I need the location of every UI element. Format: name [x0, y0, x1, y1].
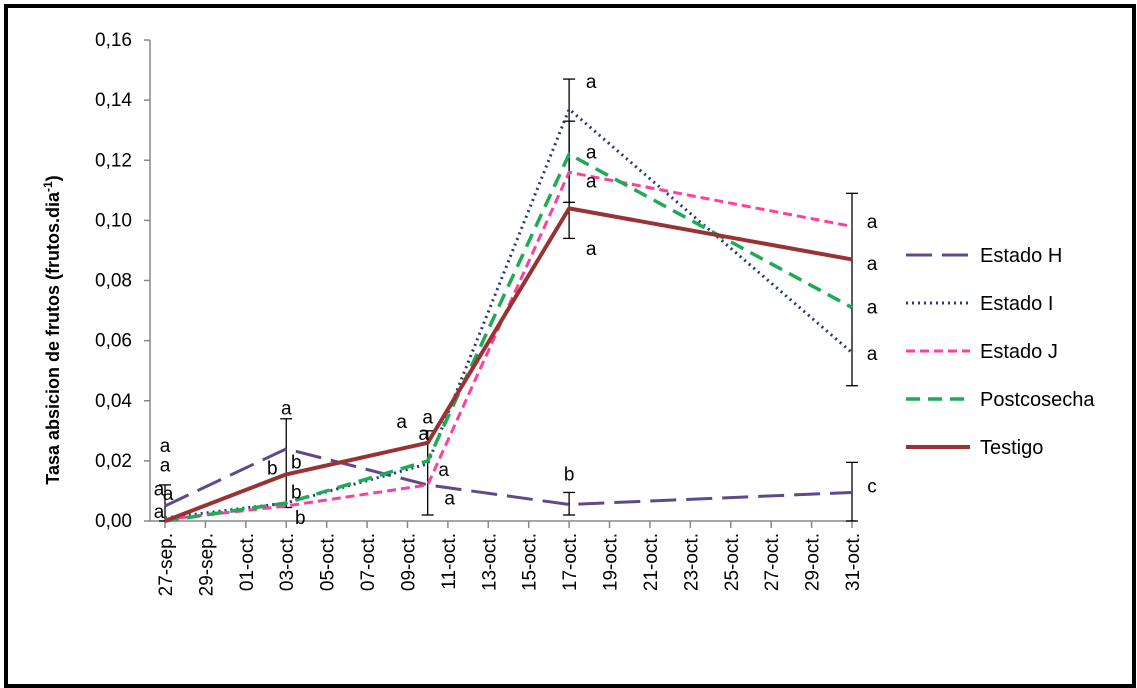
significance-letter: a	[867, 298, 878, 319]
legend-label: Estado H	[980, 245, 1062, 267]
significance-letter: a	[396, 412, 407, 433]
legend-label: Estado I	[980, 293, 1053, 315]
legend-entry: Estado J	[906, 341, 1058, 363]
x-tick-label: 27-sep.	[156, 533, 177, 596]
x-tick-label: 31-oct.	[843, 533, 864, 591]
significance-letter: b	[564, 464, 575, 485]
y-axis-label: Tasa absicion de frutos (frutos.dia-1)	[41, 175, 63, 484]
x-tick-label: 17-oct.	[560, 533, 581, 591]
significance-letter: a	[418, 424, 429, 445]
x-tick-label: 09-oct.	[398, 533, 419, 591]
chart-frame	[4, 4, 1136, 688]
error-bar	[846, 461, 858, 522]
significance-letter: c	[867, 476, 877, 497]
x-tick-label: 15-oct.	[520, 533, 541, 591]
x-tick-label: 21-oct.	[641, 533, 662, 591]
significance-letter: a	[867, 254, 878, 275]
y-axis-label-end: )	[43, 175, 63, 181]
legend-entry: Postcosecha	[906, 389, 1095, 411]
legend: Estado H Estado I Estado J Postcosecha Testi…	[906, 245, 1095, 459]
x-tick-label: 03-oct.	[277, 533, 298, 591]
legend-entry: Estado I	[906, 293, 1053, 315]
y-tick-label: 0,04	[95, 391, 132, 412]
y-tick-label: 0,00	[95, 511, 132, 532]
significance-letter: b	[291, 482, 302, 503]
y-tick-label: 0,02	[95, 451, 132, 472]
significance-letter: b	[267, 458, 278, 479]
y-axis-label-main: Tasa absicion de frutos (frutos.dia	[43, 191, 63, 485]
legend-label: Testigo	[980, 437, 1043, 459]
x-tick-label: 19-oct.	[601, 533, 622, 591]
series-line-testigo	[164, 206, 853, 523]
significance-letter: a	[867, 212, 878, 233]
y-tick-label: 0,16	[95, 30, 132, 51]
significance-letter: a	[281, 398, 292, 419]
legend-entry: Testigo	[906, 437, 1043, 459]
x-tick-label: 07-oct.	[358, 533, 379, 591]
significance-letter: a	[163, 484, 174, 505]
y-tick-label: 0,06	[95, 331, 132, 352]
significance-letter: a	[867, 344, 878, 365]
y-tick-label: 0,08	[95, 271, 132, 292]
x-tick-label: 05-oct.	[318, 533, 339, 591]
series-line-estado-h	[164, 447, 853, 508]
error-bar	[563, 120, 576, 203]
x-tick-label: 25-oct.	[722, 533, 743, 591]
significance-letter: a	[586, 171, 597, 192]
significance-letter: a	[160, 436, 171, 457]
x-tick-label: 13-oct.	[479, 533, 500, 591]
significance-letter: a	[422, 407, 433, 428]
significance-letter: a	[160, 455, 171, 476]
significance-letter: a	[586, 143, 597, 164]
x-tick-label: 29-oct.	[803, 533, 824, 591]
axes: 0,00 0,02 0,04 0,06 0,08 0,10 0,12 0,14 0,16 27-s…	[95, 30, 864, 596]
error-bar	[846, 192, 858, 387]
significance-letter: a	[154, 502, 165, 523]
y-tick-label: 0,10	[95, 210, 132, 231]
significance-letter: b	[291, 452, 302, 473]
significance-letter: a	[154, 479, 165, 500]
y-tick-label: 0,14	[95, 90, 132, 111]
legend-entry: Estado H	[906, 245, 1062, 267]
error-bar	[563, 491, 576, 516]
series-line-estado-j	[164, 170, 853, 521]
significance-letter: a	[444, 488, 455, 509]
error-bars	[159, 78, 858, 522]
x-tick-label: 11-oct.	[439, 533, 460, 590]
series-line-postcosecha	[164, 152, 853, 523]
x-tick-label: 29-sep.	[196, 533, 217, 596]
legend-label: Postcosecha	[980, 389, 1095, 411]
significance-letter: b	[295, 508, 306, 529]
y-axis-label-superscript: -1	[41, 181, 55, 192]
y-tick-label: 0,12	[95, 150, 132, 171]
significance-letter: a	[586, 72, 597, 93]
svg-text:Tasa absicion de frutos (fruto: Tasa absicion de frutos (frutos.dia-1)	[41, 175, 63, 484]
x-tick-label: 01-oct.	[237, 533, 258, 591]
series-lines	[164, 107, 853, 523]
significance-letter: a	[438, 460, 449, 481]
x-tick-label: 27-oct.	[762, 533, 783, 591]
legend-label: Estado J	[980, 341, 1058, 363]
significance-letter: a	[586, 239, 597, 260]
x-tick-label: 23-oct.	[681, 533, 702, 591]
